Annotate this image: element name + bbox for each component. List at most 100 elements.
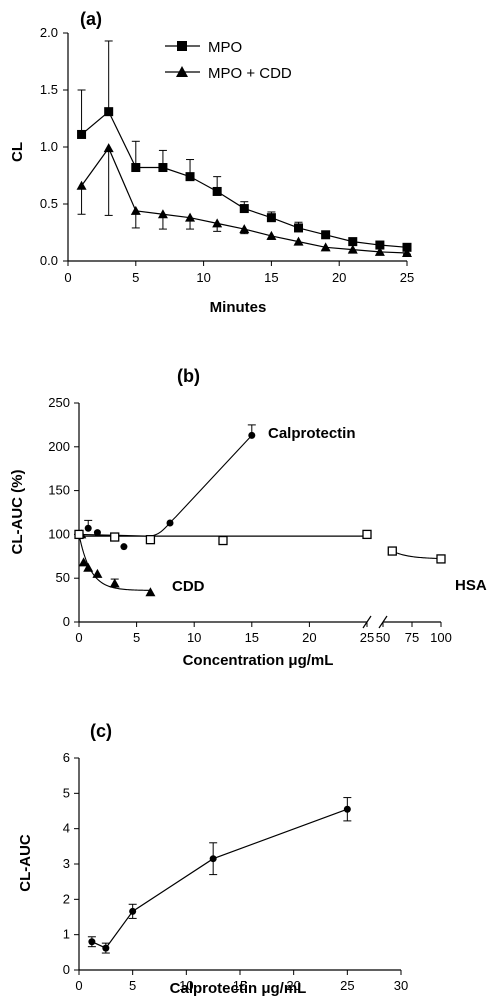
b-hsa-point <box>218 535 228 546</box>
b-x-tick-label: 100 <box>430 630 452 645</box>
panel-a-x-axis-label: Minutes <box>210 299 267 316</box>
a-mpo-cdd-point <box>347 244 358 254</box>
b-calprotectin-point <box>166 519 174 527</box>
panel-a-label: (a) <box>80 9 102 29</box>
legend-mpo-label: MPO <box>208 39 242 56</box>
b-hsa-point <box>74 529 84 540</box>
b-y-tick-label: 150 <box>48 483 70 498</box>
c-calprotectin-point <box>129 907 137 915</box>
c-calprotectin-point <box>209 855 217 863</box>
b-hsa-point <box>362 529 372 540</box>
b-hsa-point <box>145 535 156 545</box>
a-mpo-point <box>266 213 276 223</box>
b-y-tick-label: 50 <box>56 570 70 585</box>
a-mpo-point <box>104 107 114 117</box>
c-calprotectin-point <box>88 938 96 946</box>
b-cdd-point <box>92 568 103 578</box>
b-y-tick-label: 250 <box>48 395 70 410</box>
a-y-tick-label: 1.5 <box>40 82 58 97</box>
a-mpo-cdd-point <box>76 180 87 190</box>
panel-b-y-axis-label: CL-AUC (%) <box>9 470 26 555</box>
b-calprotectin-point <box>93 529 101 537</box>
a-mpo-point <box>294 223 304 233</box>
panel-a-y-axis-label: CL <box>9 142 26 162</box>
b-cdd-point <box>83 562 94 572</box>
a-mpo-point <box>375 240 385 250</box>
a-series-mpo-cdd-line <box>81 146 408 254</box>
a-mpo-point <box>185 172 195 182</box>
legend-mpo-square-marker <box>177 41 187 51</box>
c-calprotectin-point <box>102 944 110 952</box>
b-y-tick-label: 200 <box>48 439 70 454</box>
b-y-tick-label: 0 <box>63 614 70 629</box>
c-x-tick-label: 20 <box>286 978 300 993</box>
a-x-tick-label: 5 <box>132 270 139 285</box>
b-cdd-point <box>78 557 89 567</box>
b-hsa-point <box>387 546 397 556</box>
a-y-tick-label: 2.0 <box>40 25 58 40</box>
c-x-tick-label: 25 <box>340 978 354 993</box>
b-x-tick-label: 75 <box>405 630 419 645</box>
a-y-tick-label: 0.5 <box>40 196 58 211</box>
a-mpo-point <box>348 237 358 247</box>
a-y-tick-label: 0.0 <box>40 253 58 268</box>
b-hsa-fit-line <box>392 550 442 560</box>
a-mpo-cdd-point <box>374 246 385 256</box>
a-x-tick-label: 25 <box>400 270 414 285</box>
c-y-tick-label: 6 <box>63 750 70 765</box>
c-x-tick-label: 0 <box>75 978 82 993</box>
c-y-tick-label: 5 <box>63 785 70 800</box>
a-mpo-cdd-point <box>293 236 304 246</box>
b-calprotectin-point <box>120 543 128 551</box>
a-mpo-point <box>131 163 141 173</box>
a-mpo-cdd-point <box>157 209 168 219</box>
b-cdd-point <box>145 587 156 597</box>
panel-b-label: (b) <box>177 366 200 386</box>
c-y-tick-label: 3 <box>63 856 70 871</box>
panel-a-legend: MPO MPO + CDD <box>165 39 292 82</box>
panel-c: (c) 0 1 2 3 4 5 6 0 5 10 15 20 25 30 CL-AUC Calprotec… <box>17 721 408 997</box>
a-mpo-point <box>402 242 412 252</box>
a-x-tick-label: 20 <box>332 270 346 285</box>
b-x-tick-label: 15 <box>245 630 259 645</box>
panel-c-y-axis-label: CL-AUC <box>17 834 34 892</box>
panel-c-label: (c) <box>90 721 112 741</box>
panel-a-marks <box>76 40 412 258</box>
b-y-tick-label: 100 <box>48 526 70 541</box>
b-cdd-point <box>109 578 120 588</box>
b-x-tick-label: 50 <box>376 630 390 645</box>
c-y-tick-label: 4 <box>63 821 70 836</box>
a-mpo-cdd-point <box>320 242 331 252</box>
b-hsa-point <box>110 532 120 542</box>
c-y-tick-label: 0 <box>63 962 70 977</box>
a-y-tick-label: 1.0 <box>40 139 58 154</box>
a-mpo-point <box>158 163 168 173</box>
panel-c-ticks: 0 1 2 3 4 5 6 0 5 10 15 20 25 30 <box>63 750 408 993</box>
panel-a-ticks: 0.0 0.5 1.0 1.5 2.0 0 5 10 15 20 25 <box>40 25 414 285</box>
c-x-tick-label: 15 <box>233 978 247 993</box>
a-mpo-point <box>321 230 331 240</box>
c-y-tick-label: 1 <box>63 927 70 942</box>
panel-b-cdd-label: CDD <box>172 578 205 595</box>
legend-mpo-cdd-triangle-marker <box>176 66 188 77</box>
b-x-tick-label: 0 <box>75 630 82 645</box>
a-mpo-point <box>77 129 87 139</box>
c-calprotectin-line <box>91 808 348 949</box>
a-mpo-point <box>212 186 222 196</box>
a-mpo-cdd-point <box>212 218 223 228</box>
b-x-tick-label: 20 <box>302 630 316 645</box>
b-x-tick-label: 5 <box>133 630 140 645</box>
c-y-tick-label: 2 <box>63 891 70 906</box>
c-x-tick-label: 10 <box>179 978 193 993</box>
b-hsa-point <box>436 554 446 564</box>
a-x-tick-label: 0 <box>64 270 71 285</box>
a-x-tick-label: 10 <box>196 270 210 285</box>
panel-c-x-axis-label: Calprotectin μg/mL <box>170 980 307 997</box>
b-x-tick-label: 25 <box>360 630 374 645</box>
a-mpo-cdd-point <box>239 224 250 234</box>
a-mpo-cdd-point <box>103 143 114 153</box>
c-x-tick-label: 5 <box>129 978 136 993</box>
